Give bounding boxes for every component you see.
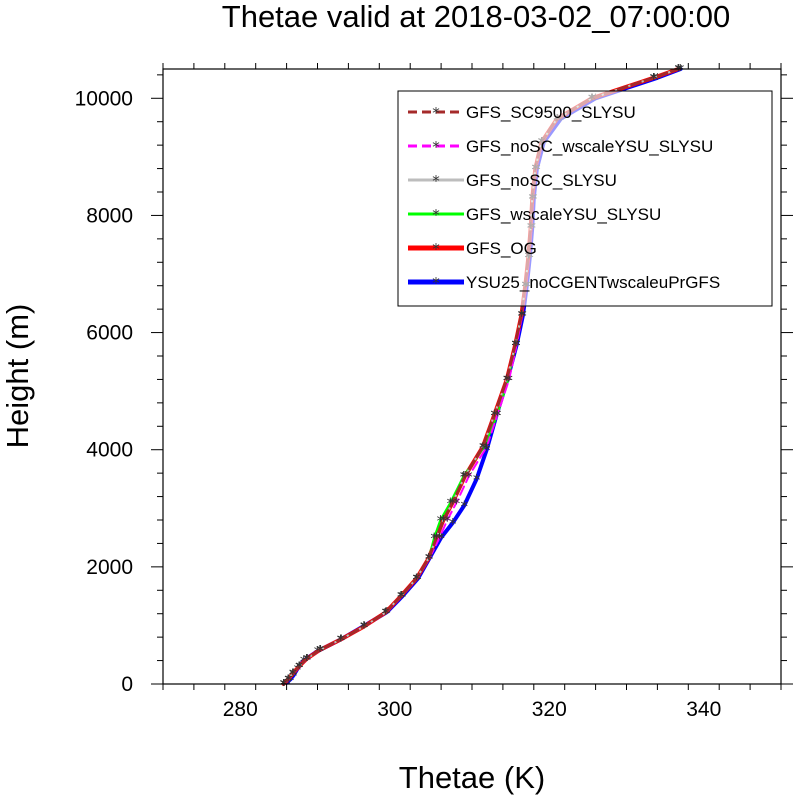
y-tick-label: 10000 (75, 87, 133, 110)
y-tick-label: 0 (121, 673, 133, 696)
legend-marker: * (432, 274, 440, 292)
legend: * GFS_SC9500_SLYSU * GFS_noSC_wscaleYSU_SLY… (397, 90, 773, 307)
data-point-marker: * (289, 665, 297, 683)
legend-label: GFS_noSC_wscaleYSU_SLYSU (466, 137, 713, 156)
x-tick-label: 340 (686, 698, 721, 721)
data-point-marker: * (461, 497, 469, 515)
legend-marker: * (432, 172, 440, 190)
data-point-marker: * (414, 571, 422, 589)
data-point-marker: * (518, 307, 526, 325)
data-point-marker: * (290, 667, 298, 685)
x-tick-label: 300 (377, 698, 412, 721)
data-point-marker: * (437, 530, 445, 548)
legend-marker: * (432, 206, 440, 224)
data-point-marker: * (382, 605, 390, 623)
legend-box (397, 90, 773, 307)
data-point-marker: * (650, 70, 658, 88)
data-point-marker: * (440, 512, 448, 530)
x-axis-title: Thetae (K) (399, 760, 545, 795)
data-point-marker: * (337, 631, 345, 649)
legend-label: GFS_wscaleYSU_SLYSU (466, 205, 661, 224)
data-point-marker: * (513, 336, 521, 354)
y-tick-label: 2000 (86, 556, 133, 579)
data-point-marker: * (280, 676, 288, 694)
data-point-marker: * (295, 658, 303, 676)
data-point-marker: * (397, 588, 405, 606)
data-point-marker: * (654, 70, 662, 88)
data-point-marker: * (399, 588, 407, 606)
data-point-marker: * (430, 530, 438, 548)
data-point-marker: * (433, 530, 441, 548)
legend-item: * GFS_noSC_wscaleYSU_SLYSU (408, 137, 713, 156)
legend-item: * GFS_wscaleYSU_SLYSU (408, 205, 661, 224)
y-axis-title: Height (m) (0, 304, 35, 449)
data-point-marker: * (479, 439, 487, 457)
legend-marker: * (432, 138, 440, 156)
legend-item: * YSU25_noCGENTwscaleuPrGFS (408, 273, 720, 292)
data-point-marker: * (505, 371, 513, 389)
data-point-marker: * (413, 571, 421, 589)
legend-label: GFS_noSC_SLYSU (466, 171, 617, 190)
legend-label: GFS_SC9500_SLYSU (466, 103, 636, 122)
legend-items: * GFS_SC9500_SLYSU * GFS_noSC_wscaleYSU_SLY… (408, 103, 720, 292)
data-point-marker: * (444, 512, 452, 530)
y-tick-label: 6000 (86, 322, 133, 345)
data-point-marker: * (449, 515, 457, 533)
data-point-marker: * (425, 550, 433, 568)
data-point-marker: * (437, 512, 445, 530)
data-point-marker: * (494, 407, 502, 425)
data-point-marker: * (483, 442, 491, 460)
data-point-marker: * (503, 371, 511, 389)
data-point-marker: * (453, 494, 461, 512)
data-point-marker: * (503, 371, 511, 389)
data-point-marker: * (675, 61, 683, 79)
legend-label: GFS_OG (466, 239, 537, 258)
data-point-marker: * (491, 407, 499, 425)
data-point-marker: * (287, 671, 295, 689)
x-tick-label: 280 (223, 698, 258, 721)
data-point-marker: * (436, 530, 444, 548)
data-point-marker: * (473, 471, 481, 489)
y-tick-label: 4000 (86, 439, 133, 462)
x-tick-label: 320 (532, 698, 567, 721)
legend-item: * GFS_OG (408, 239, 537, 258)
chart-title: Thetae valid at 2018-03-02_07:00:00 (222, 0, 730, 34)
data-point-marker: * (512, 336, 520, 354)
data-point-marker: * (426, 550, 434, 568)
data-point-marker: * (284, 671, 292, 689)
data-point-marker: * (481, 439, 489, 457)
data-point-marker: * (360, 619, 368, 637)
legend-label: YSU25_noCGENTwscaleuPrGFS (466, 273, 720, 292)
legend-item: * GFS_SC9500_SLYSU (408, 103, 636, 122)
data-point-marker: * (479, 439, 487, 457)
legend-marker: * (432, 240, 440, 258)
y-tick-label: 8000 (86, 204, 133, 227)
data-point-marker: * (303, 651, 311, 669)
data-point-marker: * (316, 642, 324, 660)
legend-marker: * (432, 104, 440, 122)
axis-ticks: 280 300 320 340 0 2000 4000 6000 8000 10000 (75, 63, 793, 721)
series-layer: ********************** ***** * ************… (280, 61, 685, 694)
data-point-marker: * (465, 468, 473, 486)
data-point-marker: * (449, 494, 457, 512)
data-point-marker: * (461, 468, 469, 486)
legend-item: * GFS_noSC_SLYSU (408, 171, 617, 190)
data-point-marker: * (483, 439, 491, 457)
data-point-marker: * (440, 512, 448, 530)
data-point-marker: * (677, 61, 685, 79)
data-point-marker: * (505, 371, 513, 389)
data-point-marker: * (519, 307, 527, 325)
